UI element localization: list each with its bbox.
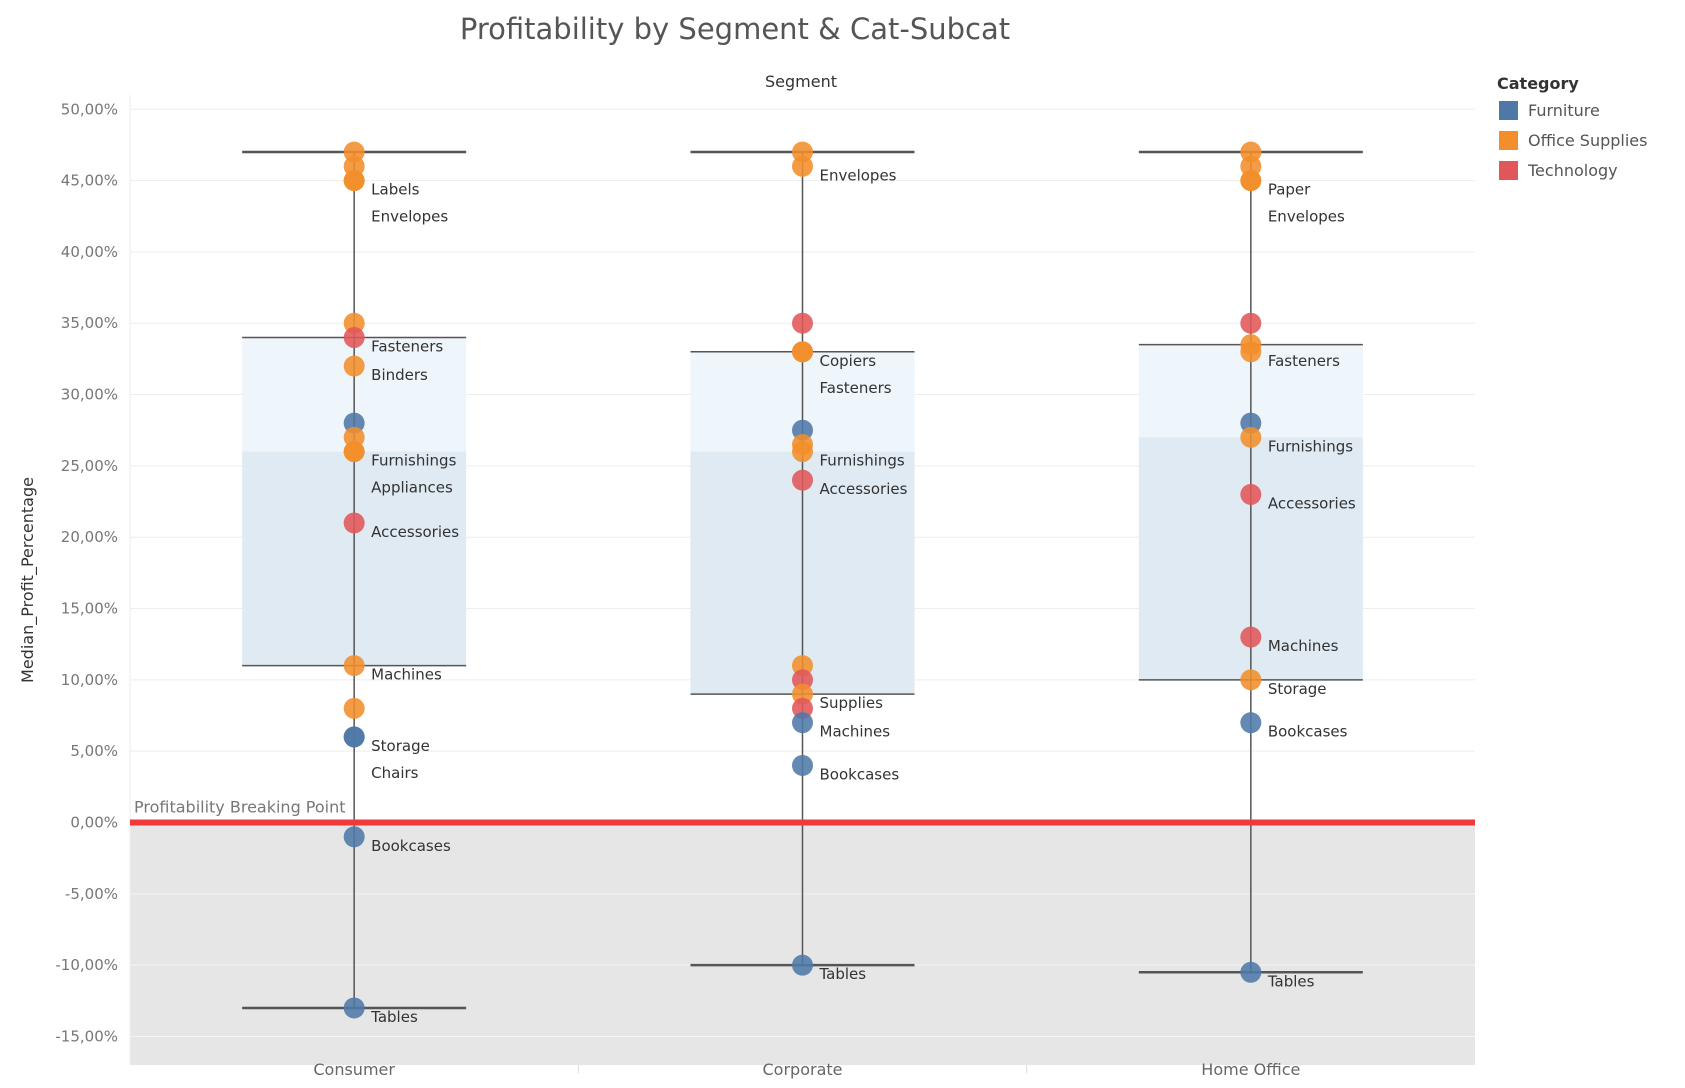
- y-tick-label: 0,00%: [70, 814, 118, 832]
- data-label: Copiers: [820, 352, 877, 370]
- data-point: [1240, 312, 1262, 334]
- data-label: Binders: [371, 366, 428, 384]
- data-label: Envelopes: [820, 166, 897, 184]
- column-header: Segment: [765, 72, 837, 91]
- y-tick-label: -5,00%: [65, 885, 118, 903]
- data-label: Envelopes: [1268, 208, 1345, 226]
- data-label: Envelopes: [371, 208, 448, 226]
- data-point: [1240, 170, 1262, 192]
- data-point: [343, 170, 365, 192]
- data-label: Bookcases: [1268, 723, 1348, 741]
- data-label: Fasteners: [371, 338, 443, 356]
- data-point: [343, 826, 365, 848]
- chart-title: Profitability by Segment & Cat-Subcat: [459, 12, 1011, 46]
- legend-swatch: [1499, 101, 1518, 120]
- data-label: Storage: [1268, 680, 1327, 698]
- data-point: [792, 754, 813, 776]
- data-point: [343, 512, 365, 534]
- data-point: [792, 341, 813, 363]
- data-label: Bookcases: [820, 765, 900, 783]
- y-tick-label: 10,00%: [61, 671, 118, 689]
- y-tick-label: 5,00%: [70, 742, 118, 760]
- y-tick-label: -15,00%: [55, 1027, 118, 1045]
- x-category-label: Home Office: [1201, 1060, 1300, 1079]
- legend-label: Furniture: [1528, 101, 1600, 120]
- data-point: [1240, 426, 1262, 448]
- data-point: [343, 355, 365, 377]
- y-tick-label: 50,00%: [61, 100, 118, 118]
- legend-swatch: [1499, 131, 1518, 150]
- plot-area: 50,00% 45,00% 40,00% 35,00% 30,00% 25,00% 20,0…: [55, 95, 1475, 1079]
- x-category-label: Consumer: [313, 1060, 395, 1079]
- x-category-label: Corporate: [763, 1060, 843, 1079]
- data-point: [343, 697, 365, 719]
- data-point: [792, 954, 813, 976]
- data-label: Labels: [371, 181, 419, 199]
- data-label: Machines: [820, 723, 891, 741]
- data-label: Tables: [370, 1008, 418, 1026]
- data-point: [792, 312, 813, 334]
- y-tick-label: -10,00%: [55, 956, 118, 974]
- data-point: [1240, 626, 1262, 648]
- data-label: Accessories: [371, 523, 459, 541]
- data-point: [343, 726, 365, 748]
- data-label: Paper: [1268, 181, 1311, 199]
- legend-label: Office Supplies: [1528, 131, 1647, 150]
- y-tick-label: 25,00%: [61, 457, 118, 475]
- data-point: [1240, 961, 1262, 983]
- y-tick-label: 20,00%: [61, 528, 118, 546]
- y-tick-label: 45,00%: [61, 172, 118, 190]
- data-point: [1240, 669, 1262, 691]
- data-label: Furnishings: [820, 452, 905, 470]
- data-point: [1240, 712, 1262, 734]
- y-tick-label: 40,00%: [61, 243, 118, 261]
- data-label: Fasteners: [1268, 352, 1340, 370]
- data-label: Accessories: [1268, 494, 1356, 512]
- data-label: Appliances: [371, 479, 453, 497]
- data-label: Machines: [371, 666, 442, 684]
- data-point: [792, 441, 813, 463]
- data-label: Furnishings: [371, 452, 456, 470]
- legend-label: Technology: [1527, 161, 1618, 180]
- data-label: Machines: [1268, 637, 1339, 655]
- y-tick-label: 35,00%: [61, 314, 118, 332]
- y-tick-label: 30,00%: [61, 386, 118, 404]
- data-label: Furnishings: [1268, 437, 1353, 455]
- data-point: [1240, 483, 1262, 505]
- data-label: Bookcases: [371, 837, 451, 855]
- y-axis-title: Median_Profit_Percentage: [18, 477, 38, 683]
- data-label: Chairs: [371, 764, 419, 782]
- legend-title: Category: [1497, 74, 1579, 93]
- data-point: [792, 469, 813, 491]
- y-tick-label: 15,00%: [61, 600, 118, 618]
- data-point: [343, 441, 365, 463]
- data-label: Tables: [1267, 972, 1315, 990]
- legend-swatch: [1499, 161, 1518, 180]
- data-point: [343, 997, 365, 1019]
- data-label: Accessories: [820, 480, 908, 498]
- data-label: Supplies: [820, 694, 884, 712]
- data-point: [792, 712, 813, 734]
- data-label: Storage: [371, 737, 430, 755]
- data-label: Tables: [819, 965, 867, 983]
- data-point: [792, 155, 813, 177]
- data-point: [343, 327, 365, 348]
- data-point: [343, 655, 365, 677]
- data-label: Fasteners: [820, 379, 892, 397]
- reference-line-label: Profitability Breaking Point: [134, 798, 346, 817]
- legend: Category Furniture Office Supplies Technolo…: [1497, 74, 1647, 180]
- data-point: [1240, 341, 1262, 363]
